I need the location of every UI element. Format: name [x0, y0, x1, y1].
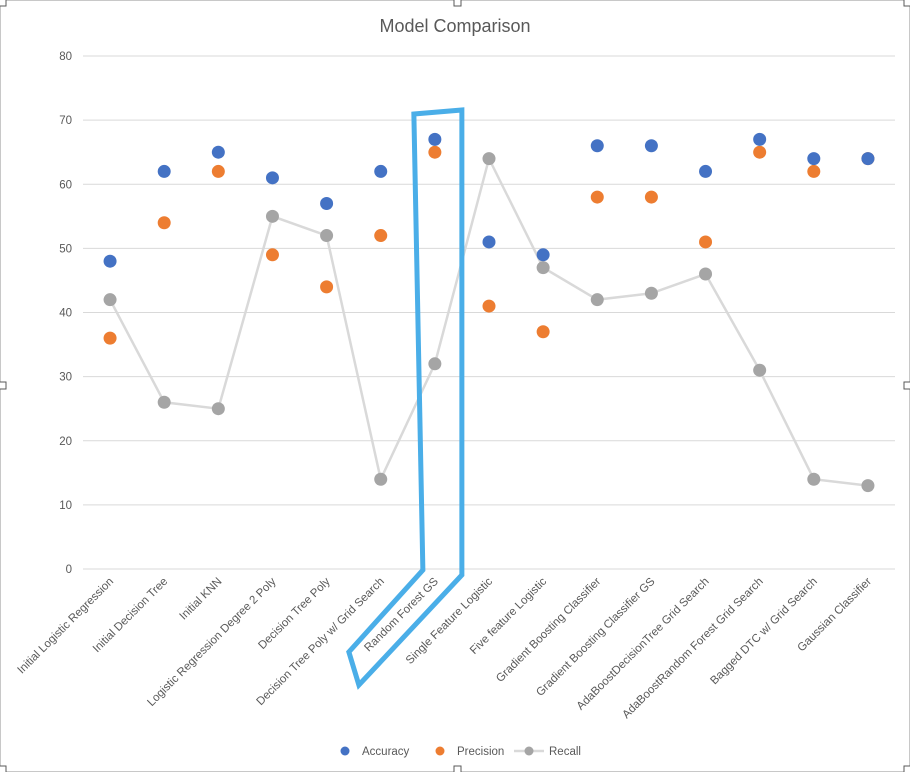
point-accuracy	[374, 164, 388, 178]
legend-marker-accuracy	[340, 746, 350, 756]
point-accuracy	[590, 139, 604, 153]
point-precision	[807, 164, 821, 178]
chart-title: Model Comparison	[379, 16, 530, 36]
point-recall	[482, 152, 496, 166]
legend-label-recall: Recall	[549, 746, 581, 758]
y-tick-label: 20	[59, 436, 72, 448]
point-precision	[265, 248, 279, 262]
y-tick-label: 80	[59, 51, 72, 63]
point-precision	[211, 164, 225, 178]
point-accuracy	[103, 254, 117, 268]
point-recall	[590, 293, 604, 307]
point-accuracy	[807, 152, 821, 166]
point-precision	[482, 299, 496, 313]
highlight-annotation	[346, 107, 465, 690]
point-recall	[644, 286, 658, 300]
point-precision	[753, 145, 767, 159]
y-tick-label: 70	[59, 115, 72, 127]
x-category-label: Initial Logistic Regression	[15, 576, 116, 677]
point-accuracy	[157, 164, 171, 178]
highlight-outline	[346, 107, 465, 690]
point-accuracy	[861, 152, 875, 166]
point-recall	[536, 261, 550, 275]
resize-handle[interactable]	[903, 765, 910, 772]
point-recall	[807, 472, 821, 486]
x-category-label: Gradient Boosting Classifier GS	[534, 575, 658, 699]
point-accuracy	[699, 164, 713, 178]
point-precision	[590, 190, 604, 204]
series-lines	[108, 155, 869, 487]
point-recall	[699, 267, 713, 281]
legend-marker-precision	[435, 746, 445, 756]
point-precision	[103, 331, 117, 345]
point-accuracy	[482, 235, 496, 249]
y-tick-label: 0	[66, 564, 72, 576]
series-line-recall	[108, 155, 869, 487]
resize-handle[interactable]	[903, 0, 910, 7]
point-accuracy	[428, 132, 442, 146]
resize-handle[interactable]	[453, 0, 462, 7]
y-tick-label: 50	[59, 243, 72, 255]
point-precision	[644, 190, 658, 204]
point-recall	[374, 472, 388, 486]
y-tick-label: 40	[59, 308, 72, 320]
point-accuracy	[211, 145, 225, 159]
point-recall	[861, 479, 875, 493]
point-recall	[103, 293, 117, 307]
point-precision	[699, 235, 713, 249]
point-precision	[374, 229, 388, 243]
legend-marker-recall	[524, 746, 534, 756]
point-precision	[428, 145, 442, 159]
legend: Accuracy Precision Recall	[340, 746, 581, 758]
point-recall	[320, 229, 334, 243]
point-accuracy	[753, 132, 767, 146]
legend-label-accuracy: Accuracy	[362, 746, 410, 758]
resize-handle[interactable]	[453, 765, 462, 772]
point-accuracy	[644, 139, 658, 153]
x-category-label: Bagged DTC w/ Grid Search	[708, 576, 820, 688]
point-accuracy	[536, 248, 550, 262]
point-precision	[320, 280, 334, 294]
point-recall	[157, 395, 171, 409]
y-axis-ticks: 0 10 20 30 40 50 60 70 80	[59, 51, 72, 576]
resize-handle[interactable]	[0, 765, 7, 772]
resize-handle[interactable]	[0, 381, 7, 390]
resize-handle[interactable]	[903, 381, 910, 390]
point-recall	[265, 209, 279, 223]
x-category-label: Gradient Boosting Classifier	[494, 576, 603, 685]
resize-handle[interactable]	[0, 0, 7, 7]
point-precision	[157, 216, 171, 230]
point-recall	[428, 357, 442, 371]
point-recall	[211, 402, 225, 416]
point-recall	[753, 363, 767, 377]
legend-label-precision: Precision	[457, 746, 504, 758]
point-precision	[536, 325, 550, 339]
y-tick-label: 30	[59, 372, 72, 384]
y-tick-label: 60	[59, 179, 72, 191]
point-accuracy	[320, 196, 334, 210]
point-accuracy	[265, 171, 279, 185]
y-tick-label: 10	[59, 500, 72, 512]
data-points	[103, 132, 875, 493]
x-category-label: Initial KNN	[178, 576, 225, 623]
